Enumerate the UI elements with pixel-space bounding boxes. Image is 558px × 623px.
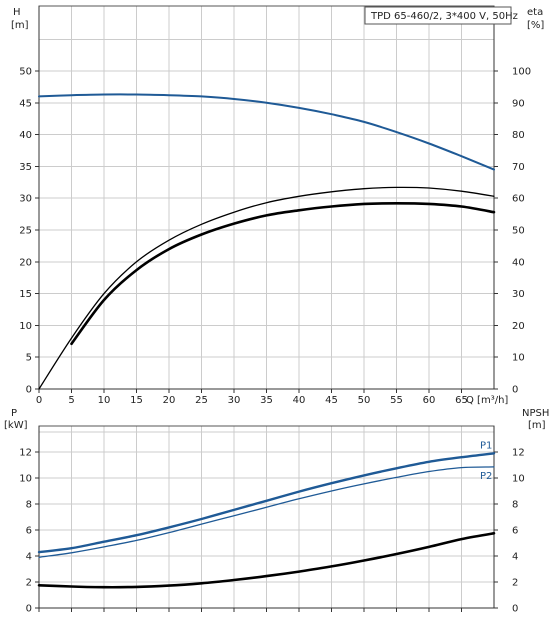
x-axis-label: Q [m³/h]: [466, 395, 508, 406]
y-tick-label: 15: [19, 289, 32, 300]
x-tick-label: 50: [358, 395, 371, 406]
y-tick-label: 12: [19, 448, 32, 459]
title-box: [364, 6, 512, 25]
x-tick-label: 10: [98, 395, 111, 406]
x-tick-label: 15: [130, 395, 143, 406]
bottom-panel: 0 2 4 6 8 10 12 0 2 4 6 8 10 12 P1 P2 P [kW] NPSH [m]: [4, 408, 549, 615]
series-line-0-2: [70, 201, 496, 346]
series-line-0-0: [38, 93, 495, 171]
y-tick-label: 2: [26, 578, 32, 589]
y-tick-label: 40: [19, 130, 32, 141]
y-tick-label: 20: [19, 257, 32, 268]
x-tick-label: 5: [68, 395, 74, 406]
bottom-left-axis-unit: [kW]: [4, 420, 28, 431]
x-tick-label: 0: [36, 395, 42, 406]
y-tick-label: 25: [19, 226, 32, 237]
y-tick-label: 45: [19, 98, 32, 109]
series-line-1-1: [38, 466, 495, 558]
y2-tick-label: 20: [512, 321, 525, 332]
y2-tick-label: 60: [512, 194, 525, 205]
y2-tick-label: 100: [512, 67, 531, 78]
y-tick-label: 10: [19, 474, 32, 485]
y2-tick-label: 0: [512, 604, 518, 615]
y-tick-label: 35: [19, 162, 32, 173]
top-left-axis-label: H: [13, 7, 21, 18]
y2-tick-label: 8: [512, 500, 518, 511]
y2-tick-label: 0: [512, 385, 518, 396]
top-right-axis-label: eta: [527, 7, 543, 18]
bottom-series: P1 P2: [37, 440, 496, 589]
y2-tick-label: 6: [512, 526, 518, 537]
x-tick-label: 30: [228, 395, 241, 406]
y2-tick-label: 2: [512, 578, 518, 589]
bottom-grid: [39, 426, 494, 608]
series-line-1-0: [37, 452, 496, 554]
y2-tick-label: 4: [512, 552, 518, 563]
y2-tick-label: 10: [512, 474, 525, 485]
y-tick-label: 4: [26, 552, 32, 563]
y-tick-label: 30: [19, 194, 32, 205]
x-tick-label: 40: [293, 395, 306, 406]
y-tick-label: 0: [26, 604, 32, 615]
y2-tick-label: 90: [512, 98, 525, 109]
x-tick-label: 45: [325, 395, 338, 406]
y-tick-label: 0: [26, 385, 32, 396]
series-label-p1: P1: [480, 440, 492, 451]
y2-tick-label: 80: [512, 130, 525, 141]
y-tick-label: 50: [19, 67, 32, 78]
chart-title: TPD 65-460/2, 3*400 V, 50Hz: [370, 11, 518, 22]
top-left-axis-unit: [m]: [11, 20, 29, 31]
y2-tick-label: 12: [512, 448, 525, 459]
top-ticks: 0510152025303540455001020304050607080901…: [19, 67, 531, 407]
x-tick-label: 55: [390, 395, 403, 406]
y-tick-label: 10: [19, 321, 32, 332]
top-series: [38, 93, 496, 390]
y-tick-label: 6: [26, 526, 32, 537]
series-line-0-1: [38, 186, 495, 390]
top-right-axis-unit: [%]: [527, 20, 544, 31]
x-tick-label: 25: [195, 395, 208, 406]
y2-tick-label: 30: [512, 289, 525, 300]
x-tick-label: 35: [260, 395, 273, 406]
series-label-p2: P2: [480, 471, 492, 482]
y2-tick-label: 10: [512, 353, 525, 364]
x-tick-label: 60: [423, 395, 436, 406]
top-grid: [39, 6, 494, 389]
bottom-right-axis-unit: [m]: [528, 420, 546, 431]
bottom-ticks: 0 2 4 6 8 10 12 0 2 4 6 8 10 12: [19, 448, 524, 615]
x-tick-label: 65: [455, 395, 468, 406]
y2-tick-label: 40: [512, 257, 525, 268]
y-tick-label: 8: [26, 500, 32, 511]
y2-tick-label: 70: [512, 162, 525, 173]
top-panel: 0510152025303540455001020304050607080901…: [11, 5, 544, 407]
bottom-right-axis-label: NPSH: [522, 408, 549, 419]
x-tick-label: 20: [163, 395, 176, 406]
bottom-left-axis-label: P: [11, 408, 17, 419]
y2-tick-label: 50: [512, 226, 525, 237]
series-line-1-2: [37, 532, 496, 589]
y-tick-label: 5: [26, 353, 32, 364]
